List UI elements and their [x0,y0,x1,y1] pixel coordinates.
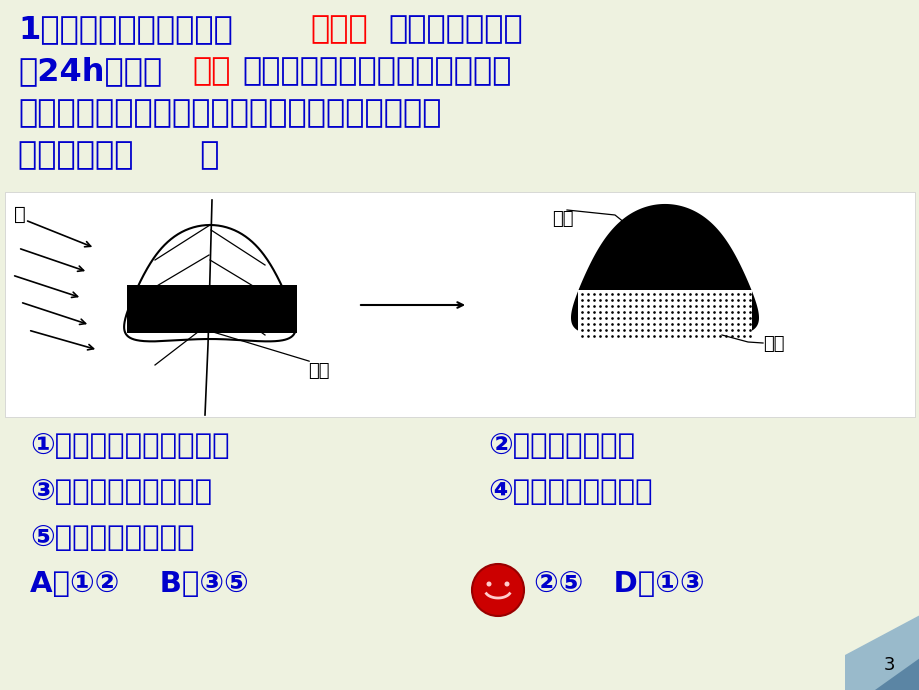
Text: 光: 光 [14,205,26,224]
Polygon shape [572,205,757,334]
Text: 的部位不呈蓝色，而不被锡箔覆盖的部位呈蓝色。: 的部位不呈蓝色，而不被锡箔覆盖的部位呈蓝色。 [18,98,441,129]
Circle shape [471,564,524,616]
Polygon shape [874,658,919,690]
Polygon shape [844,615,919,690]
Bar [5,192,914,417]
Text: 脱色: 脱色 [192,56,231,87]
Text: ③光合作用需要叶绿素: ③光合作用需要叶绿素 [30,478,212,506]
Text: 1、下图表示德国科学家: 1、下图表示德国科学家 [18,14,233,45]
Text: 棕色: 棕色 [551,210,573,228]
Text: 并用碘液处理，结果有锡箔覆盖: 并用碘液处理，结果有锡箔覆盖 [242,56,511,87]
Text: ①光合作用需要二氧化碳: ①光合作用需要二氧化碳 [30,432,230,460]
Text: 蓝色: 蓝色 [762,335,784,353]
Text: 照24h后，经: 照24h后，经 [18,56,162,87]
Text: 锡箔: 锡箔 [308,362,329,380]
Circle shape [504,582,509,586]
Text: 本实验证明（      ）: 本实验证明（ ） [18,140,220,171]
Text: ②⑤   D．①③: ②⑤ D．①③ [533,570,704,598]
Text: A．①②    B．③⑤: A．①② B．③⑤ [30,570,248,598]
Bar [127,285,297,333]
Text: ②光合作用需要光: ②光合作用需要光 [487,432,634,460]
Circle shape [486,582,491,586]
Text: 3: 3 [882,656,894,674]
Text: 的实验，叶片光: 的实验，叶片光 [388,14,522,45]
Text: 萨克斯: 萨克斯 [310,14,368,45]
Bar [577,290,751,342]
Text: ④光合作用放出氧气: ④光合作用放出氧气 [487,478,652,506]
Text: ⑤光合作用产生淀粉: ⑤光合作用产生淀粉 [30,524,195,552]
